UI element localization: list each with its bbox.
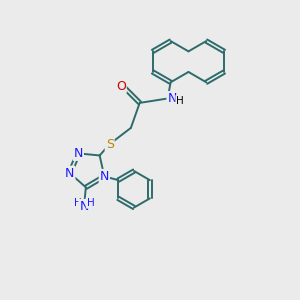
Text: H: H xyxy=(74,198,81,208)
Text: O: O xyxy=(116,80,126,93)
Text: H: H xyxy=(87,198,94,208)
Text: N: N xyxy=(167,92,177,105)
Text: S: S xyxy=(106,138,114,151)
Text: N: N xyxy=(65,167,74,180)
Text: H: H xyxy=(176,96,184,106)
Text: N: N xyxy=(74,147,83,160)
Text: N: N xyxy=(80,200,89,213)
Text: N: N xyxy=(100,170,109,183)
